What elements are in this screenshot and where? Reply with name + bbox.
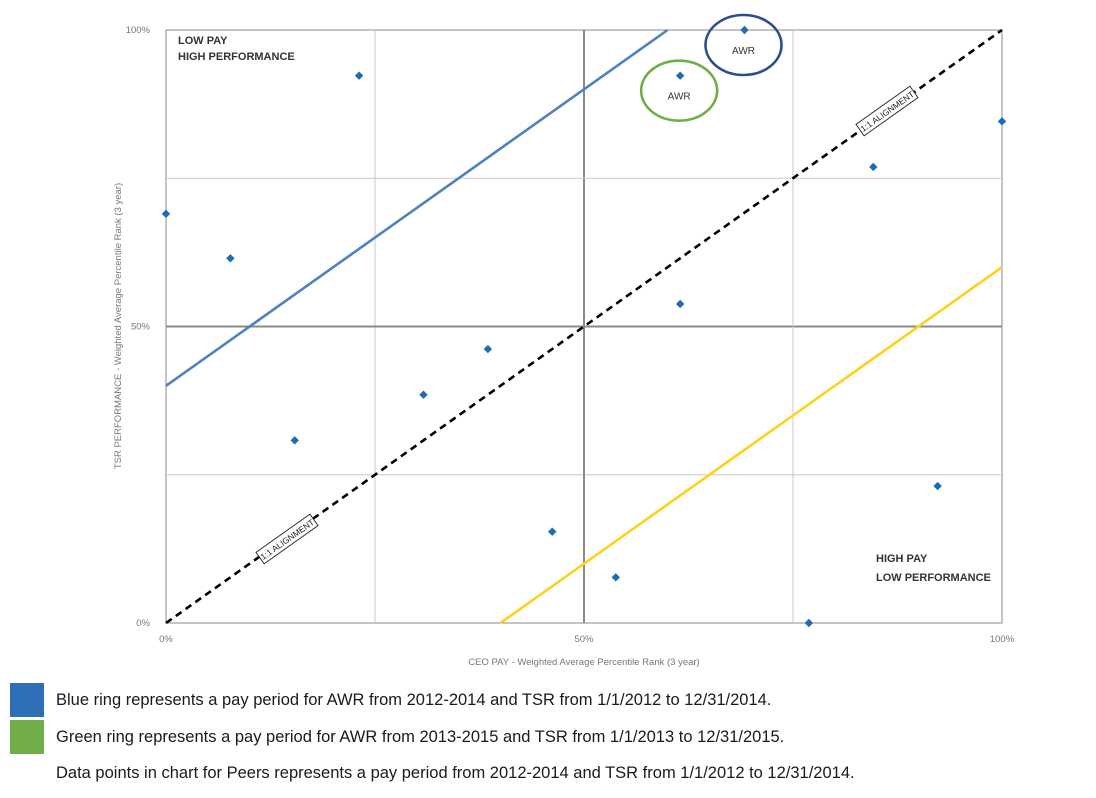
quadrant-label-bottom-right-line1: HIGH PAY [876,553,928,565]
y-tick-label: 0% [136,618,150,629]
quadrant-label-top-left-line1: LOW PAY [178,35,228,47]
data-point [548,527,557,536]
data-point [226,254,235,263]
lower-band-line [499,266,1003,625]
legend-item-green-ring: Green ring represents a pay period for A… [10,720,784,754]
data-point [611,573,620,582]
quadrant-label-bottom-right-line2: LOW PERFORMANCE [876,572,991,584]
green-ring-awr: AWR [639,59,719,122]
y-tick-label: 50% [131,322,151,333]
awr-label: AWR [668,92,691,103]
data-point [483,344,493,354]
x-tick-label: 0% [159,634,173,645]
legend-text-green-ring: Green ring represents a pay period for A… [56,727,785,746]
grid-lines [166,30,1002,623]
legend-text-peers: Data points in chart for Peers represent… [56,763,855,782]
y-tick-label: 100% [126,25,151,36]
blue-ring-awr: AWR [704,13,783,77]
legend-spacer [10,756,44,790]
quadrant-label-top-left-line2: HIGH PERFORMANCE [178,51,295,63]
data-point [161,209,171,219]
data-point [804,618,814,628]
blue-ring [704,13,783,77]
data-point [290,436,299,445]
legend-item-blue-ring: Blue ring represents a pay period for AW… [10,683,771,717]
x-tick-label: 100% [990,634,1015,645]
axis-ticks: 0% 50% 100% 0% 50% 100% [126,25,1015,645]
legend-item-peers: Data points in chart for Peers represent… [10,756,855,790]
data-point [869,162,878,172]
data-point [675,71,685,80]
data-point [419,390,428,399]
upper-band-line [165,28,669,387]
data-point [354,71,364,80]
data-points [161,25,1007,628]
legend-text-blue-ring: Blue ring represents a pay period for AW… [56,690,772,709]
highlight-rings: AWR AWR [639,13,783,122]
blue-swatch [10,683,44,717]
data-point [997,117,1007,126]
x-axis-label: CEO PAY - Weighted Average Percentile Ra… [468,657,699,668]
data-point [933,481,942,491]
awr-label: AWR [732,46,755,57]
pay-performance-chart: AWR AWR 0% 50% 100% 0% 50% 100% CEO PAY - Weig… [113,13,1015,668]
green-swatch [10,720,44,754]
green-ring [639,59,719,122]
y-axis-label: TSR PERFORMANCE - Weighted Average Perce… [113,183,124,469]
data-point [740,25,749,35]
x-tick-label: 50% [574,634,594,645]
data-point [675,299,685,309]
